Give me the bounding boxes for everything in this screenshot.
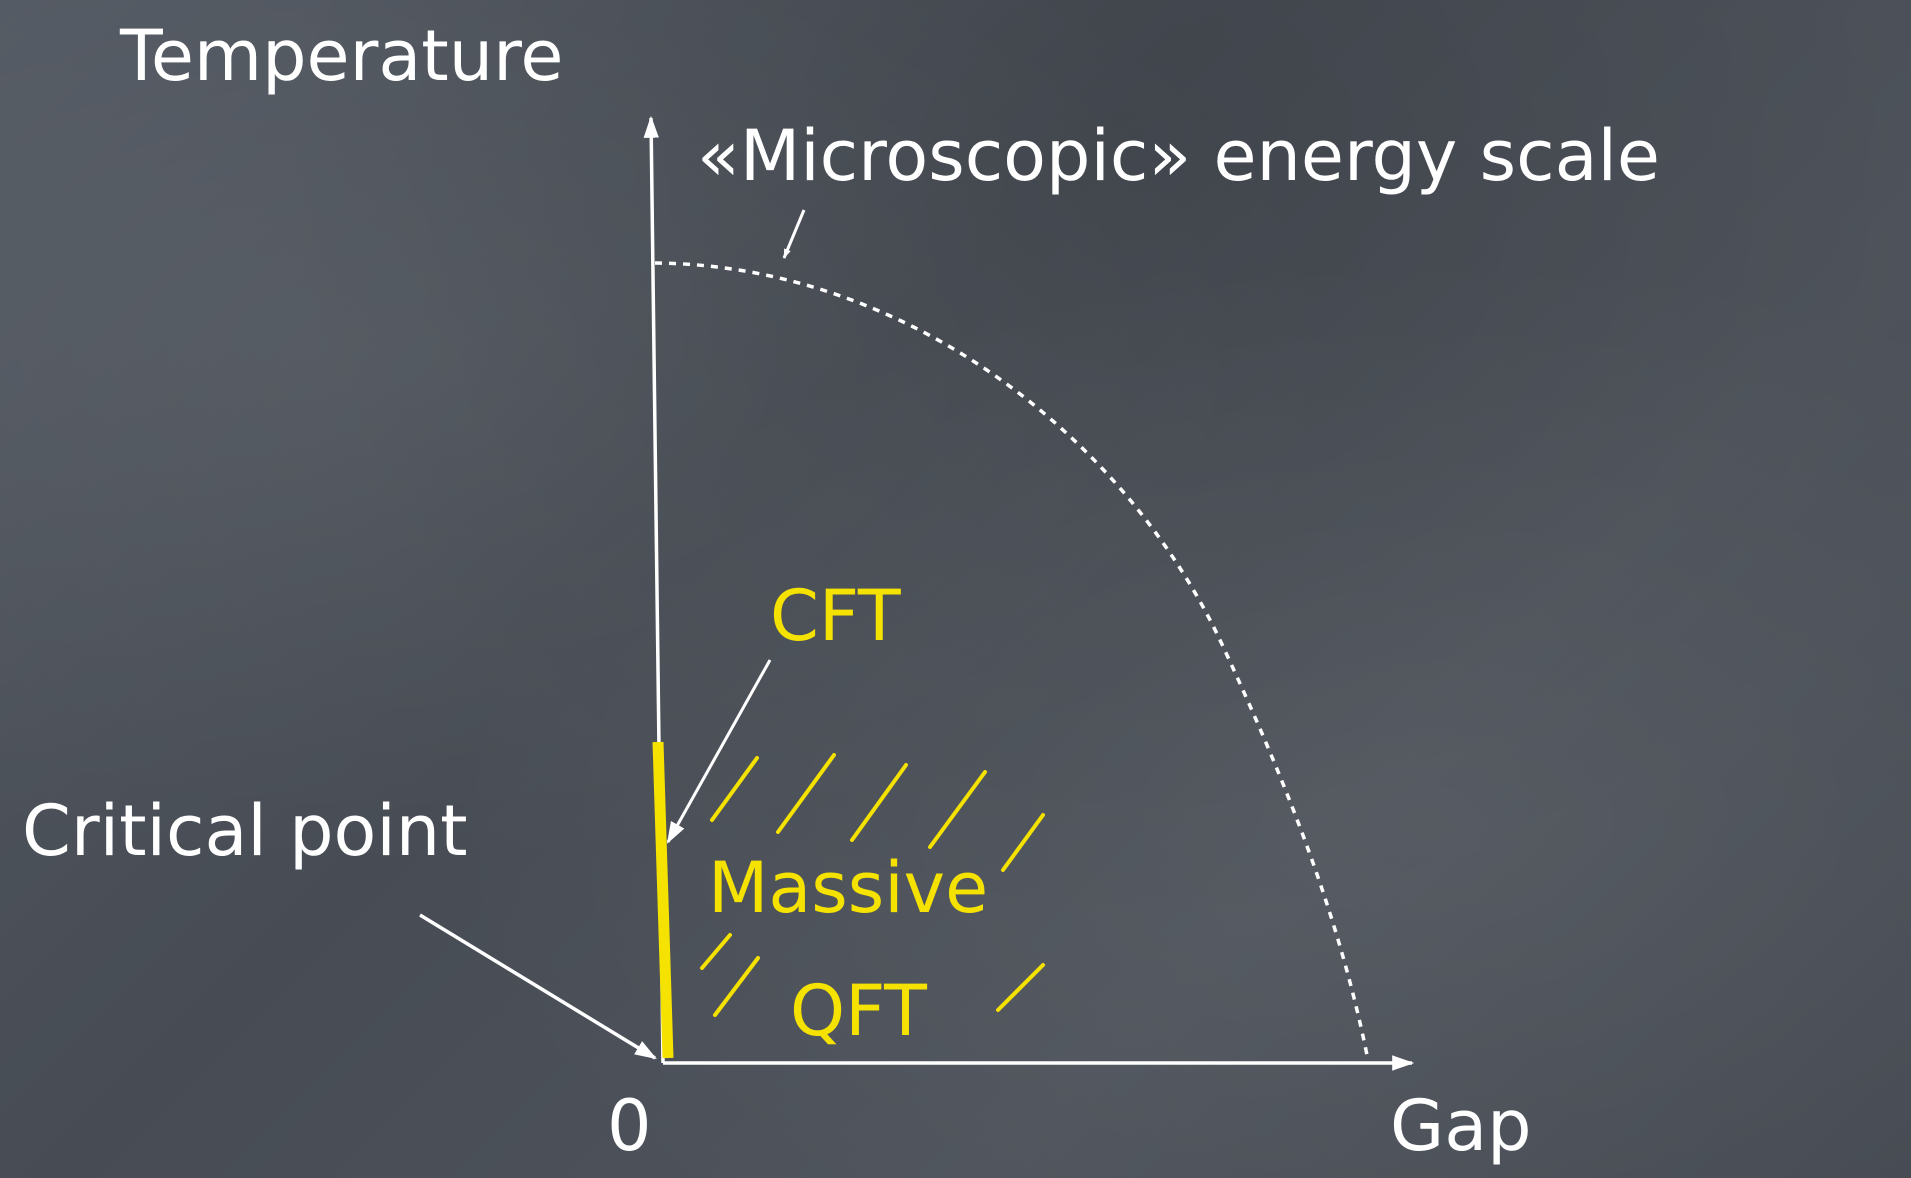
temperature-axis-label: Temperature [119,15,563,97]
cft-label: CFT [770,575,901,657]
energy-scale-curve [654,261,1370,1061]
gap-axis-label: Gap [1390,1085,1532,1167]
critical-point-label: Critical point [22,790,468,872]
qft-label: QFT [790,970,927,1052]
energy-scale-label: «Microscopic» energy scale [697,115,1660,197]
massive-label: Massive [708,847,988,929]
origin-label: 0 [607,1085,652,1167]
cft-pointer-arrow [666,659,772,844]
cft-critical-line [652,741,674,1059]
massive-region-hatching [700,753,1045,1017]
energy-scale-pointer-arrow [782,209,806,259]
critical-point-pointer-arrow [419,913,657,1060]
